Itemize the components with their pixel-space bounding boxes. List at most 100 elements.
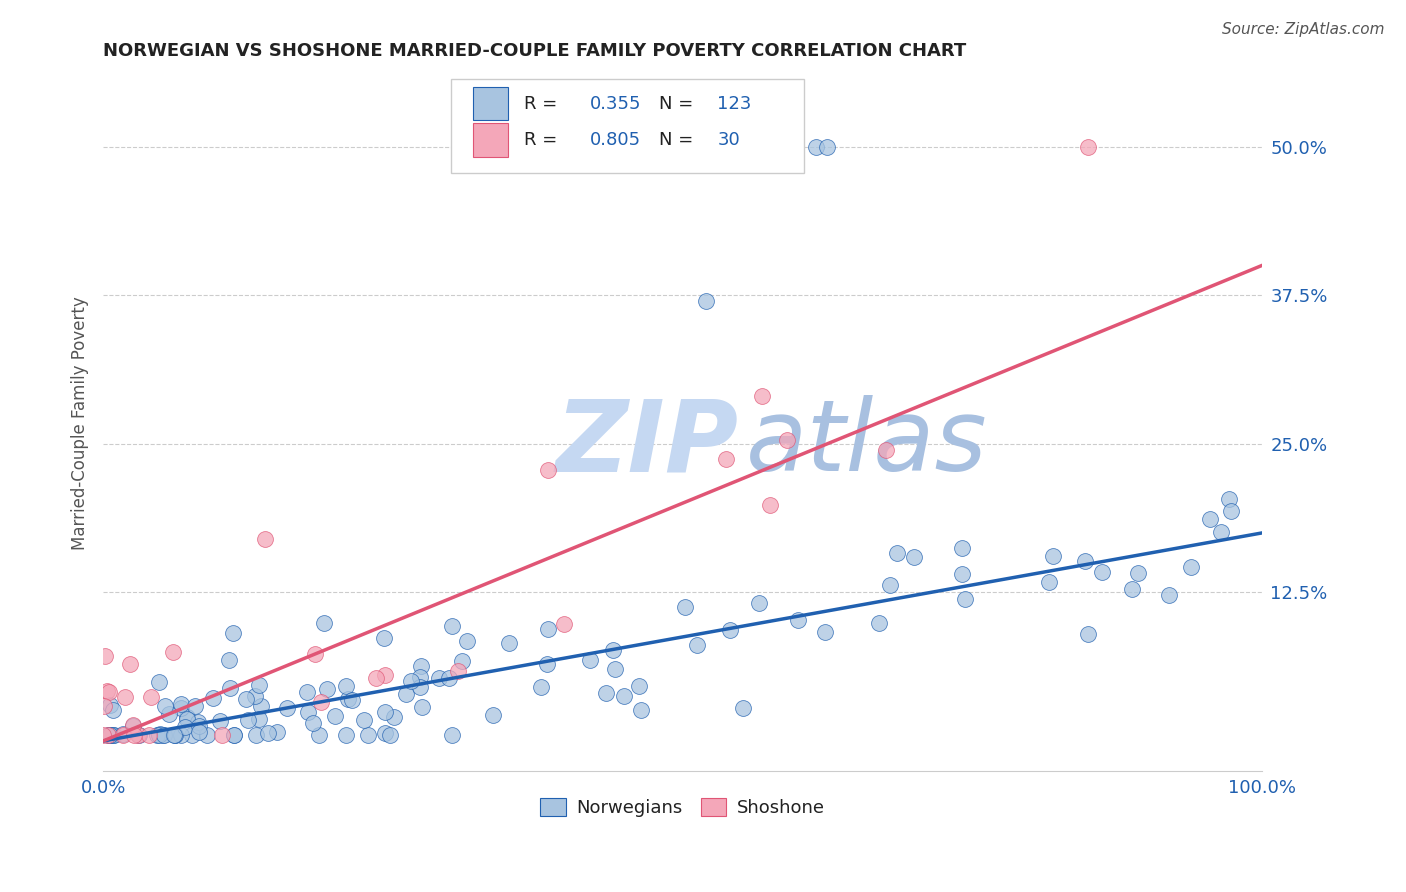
Point [141,690,163,704]
Point [218,652,240,666]
Point [595,686,617,700]
Point [195,728,218,742]
Point [716,452,738,467]
Text: NORWEGIAN VS SHOSHONE MARRIED-COUPLE FAMILY POVERTY CORRELATION CHART: NORWEGIAN VS SHOSHONE MARRIED-COUPLE FAM… [103,42,966,60]
Point [98,698,121,712]
Point [91,728,114,742]
Point [787,613,810,627]
Point [245,728,267,742]
Text: 0.805: 0.805 [591,131,641,149]
Point [297,705,319,719]
Point [202,691,225,706]
Point [162,645,184,659]
Point [374,726,396,740]
Point [602,643,624,657]
Point [399,673,422,688]
Point [312,615,335,630]
Point [748,596,770,610]
Point [758,498,780,512]
Point [440,618,463,632]
Point [120,657,142,671]
Point [481,707,503,722]
Text: atlas: atlas [747,395,988,492]
Point [138,728,160,742]
Text: ZIP: ZIP [555,395,738,492]
Point [122,717,145,731]
Point [335,728,357,742]
Y-axis label: Married-Couple Family Poverty: Married-Couple Family Poverty [72,296,89,549]
Point [250,698,273,713]
Point [1198,512,1220,526]
Point [149,727,172,741]
Point [94,648,117,663]
Point [152,728,174,742]
Point [605,662,627,676]
Point [357,728,380,742]
Point [879,578,901,592]
Point [254,532,277,546]
Point [111,728,134,742]
Point [1077,627,1099,641]
Point [441,728,464,742]
Point [536,622,558,636]
Point [814,624,837,639]
Point [122,719,145,733]
Point [695,294,717,309]
Point [257,726,280,740]
Point [673,600,696,615]
Point [1209,524,1232,539]
Point [380,728,402,742]
Point [1220,504,1243,518]
Point [536,657,558,672]
Point [163,728,186,742]
Text: 123: 123 [717,95,752,112]
Point [181,728,204,742]
Point [315,681,337,696]
Point [97,685,120,699]
Point [302,715,325,730]
Point [128,728,150,742]
Point [295,685,318,699]
Point [553,617,575,632]
Point [323,709,346,723]
Point [456,634,478,648]
Point [101,703,124,717]
Point [114,690,136,704]
Text: 30: 30 [717,131,740,149]
FancyBboxPatch shape [472,123,508,157]
Point [1180,560,1202,574]
Point [868,615,890,630]
Point [93,698,115,713]
Point [498,636,520,650]
Point [98,728,121,742]
Point [188,725,211,739]
Point [276,701,298,715]
Point [222,625,245,640]
Point [97,728,120,742]
Point [211,728,233,742]
Point [163,728,186,742]
Point [408,670,430,684]
Point [411,659,433,673]
Point [148,674,170,689]
Point [153,728,176,742]
Point [148,728,170,742]
Point [187,719,209,733]
Point [530,680,553,694]
Point [163,728,186,742]
Point [222,728,245,742]
Point [170,701,193,715]
Point [308,728,330,742]
Point [157,706,180,721]
Point [340,693,363,707]
Point [537,463,560,477]
Point [236,713,259,727]
Point [409,680,432,694]
Point [337,691,360,706]
Point [98,728,121,742]
Point [101,728,124,742]
Point [127,728,149,742]
Point [437,671,460,685]
Point [630,703,652,717]
Text: R =: R = [524,95,557,112]
